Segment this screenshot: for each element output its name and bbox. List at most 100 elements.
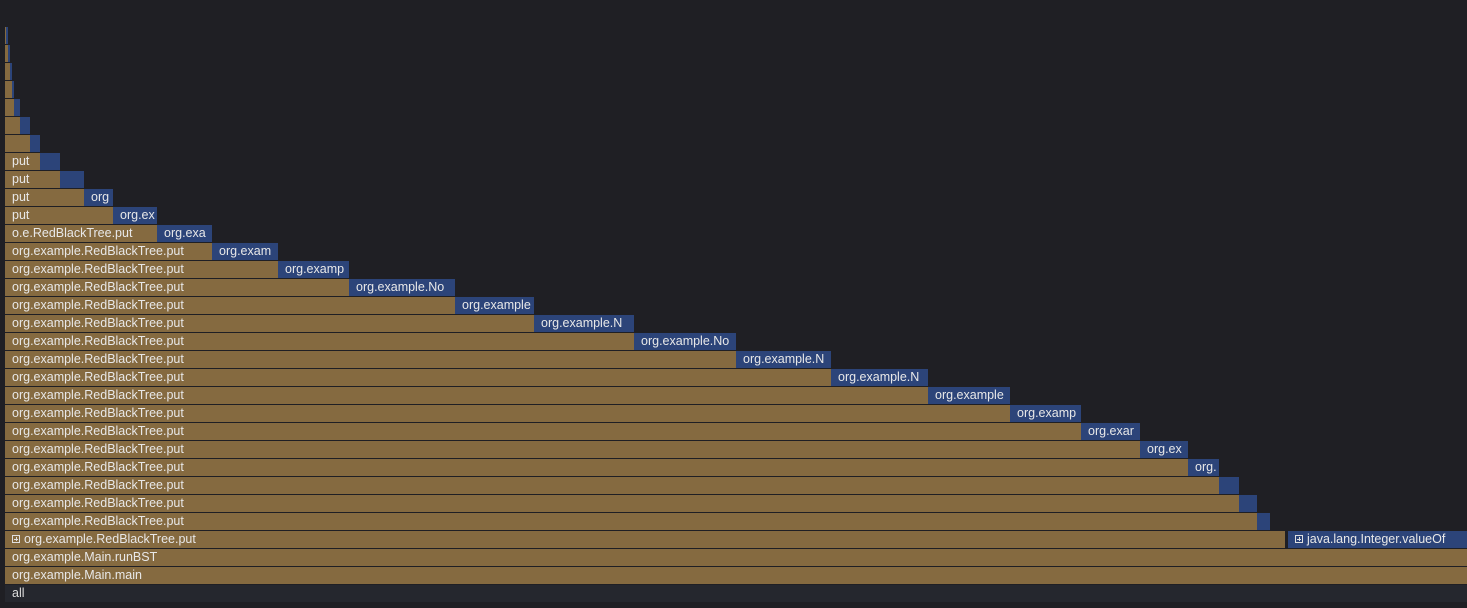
frame-redblacktree-put[interactable] — [5, 99, 14, 116]
frame-redblacktree-put[interactable]: org.example.RedBlackTree.put — [5, 369, 831, 386]
frame-node[interactable] — [10, 63, 12, 80]
frame-label: org.example — [462, 298, 531, 312]
frame-redblacktree-put[interactable]: put — [5, 207, 113, 224]
frame-node[interactable]: org.exa — [157, 225, 212, 242]
frame-redblacktree-put[interactable]: org.example.RedBlackTree.put — [5, 513, 1257, 530]
frame-node[interactable]: org.example.N — [534, 315, 634, 332]
frame-redblacktree-put[interactable] — [5, 45, 8, 62]
frame-label: org.example.RedBlackTree.put — [12, 334, 184, 348]
frame-label: org.example.N — [541, 316, 623, 330]
frame-redblacktree-put[interactable]: org.example.RedBlackTree.put — [5, 477, 1219, 494]
frame-node[interactable] — [1239, 495, 1257, 512]
frame-redblacktree-put[interactable]: org.example.RedBlackTree.put — [5, 387, 928, 404]
frame-label: org.example.RedBlackTree.put — [24, 532, 196, 546]
frame-node[interactable]: org.ex — [113, 207, 157, 224]
frame-label: org.exa — [164, 226, 206, 240]
frame-redblacktree-put[interactable]: org.example.RedBlackTree.put — [5, 495, 1239, 512]
frame-redblacktree-put[interactable]: org.example.RedBlackTree.put — [5, 459, 1188, 476]
frame-label: org.example.RedBlackTree.put — [12, 460, 184, 474]
frame-label: org — [91, 190, 110, 204]
frame-redblacktree-put[interactable]: org.example.RedBlackTree.put — [5, 531, 1285, 548]
frame-node[interactable] — [20, 117, 30, 134]
frame-node[interactable]: org.example.N — [736, 351, 831, 368]
frame-main-main[interactable]: org.example.Main.main — [5, 567, 1467, 584]
frame-node[interactable]: org.exam — [212, 243, 278, 260]
frame-label: org.examp — [1017, 406, 1077, 420]
frame-integer-valueof[interactable]: java.lang.Integer.valueOf — [1288, 531, 1467, 548]
frame-label: put — [12, 154, 30, 168]
frame-redblacktree-put[interactable]: org.example.RedBlackTree.put — [5, 261, 278, 278]
frame-label: put — [12, 172, 30, 186]
frame-node[interactable] — [8, 45, 10, 62]
frame-node[interactable] — [14, 99, 20, 116]
frame-redblacktree-put[interactable]: put — [5, 189, 84, 206]
frame-redblacktree-put[interactable]: org.example.RedBlackTree.put — [5, 423, 1081, 440]
frame-node[interactable] — [1219, 477, 1239, 494]
frame-label: org.example.RedBlackTree.put — [12, 406, 184, 420]
frame-label: org.example.N — [838, 370, 920, 384]
frame-redblacktree-put[interactable]: org.example.RedBlackTree.put — [5, 279, 349, 296]
frame-redblacktree-put[interactable] — [5, 81, 12, 98]
frame-node[interactable]: org.examp — [278, 261, 349, 278]
frame-node[interactable]: org.example.N — [831, 369, 928, 386]
frame-node[interactable]: org. — [1188, 459, 1219, 476]
frame-redblacktree-put[interactable]: o.e.RedBlackTree.put — [5, 225, 157, 242]
frame-label: org.example.RedBlackTree.put — [12, 244, 184, 258]
frame-redblacktree-put[interactable] — [5, 27, 6, 44]
frame-redblacktree-put[interactable] — [5, 135, 30, 152]
frame-label: org.example.RedBlackTree.put — [12, 514, 184, 528]
frame-redblacktree-put[interactable]: put — [5, 171, 60, 188]
frame-all[interactable]: all — [5, 585, 1467, 602]
frame-main-runbst[interactable]: org.example.Main.runBST — [5, 549, 1467, 566]
frame-node[interactable]: org.exar — [1081, 423, 1140, 440]
frame-node[interactable]: org.ex — [1140, 441, 1188, 458]
frame-redblacktree-put[interactable]: org.example.RedBlackTree.put — [5, 243, 212, 260]
expand-icon — [1295, 535, 1303, 543]
frame-redblacktree-put[interactable] — [5, 117, 20, 134]
frame-node[interactable]: org.example — [455, 297, 534, 314]
frame-label: org. — [1195, 460, 1217, 474]
frame-node[interactable] — [60, 171, 84, 188]
frame-label: org.examp — [285, 262, 345, 276]
frame-redblacktree-put[interactable]: org.example.RedBlackTree.put — [5, 297, 455, 314]
frame-redblacktree-put[interactable]: org.example.RedBlackTree.put — [5, 351, 736, 368]
frame-node[interactable]: org.examp — [1010, 405, 1081, 422]
frame-label: org.ex — [1147, 442, 1182, 456]
frame-node[interactable] — [40, 153, 60, 170]
frame-label: org.example.RedBlackTree.put — [12, 298, 184, 312]
frame-redblacktree-put[interactable]: org.example.RedBlackTree.put — [5, 405, 1010, 422]
frame-label: org.example.Main.main — [12, 568, 142, 582]
frame-label: org.example.RedBlackTree.put — [12, 424, 184, 438]
frame-label: org.example — [935, 388, 1004, 402]
frame-label: org.example.RedBlackTree.put — [12, 316, 184, 330]
frame-label: org.example.RedBlackTree.put — [12, 370, 184, 384]
frame-label: org.example.No — [641, 334, 730, 348]
frame-label: put — [12, 190, 30, 204]
frame-label: org.exam — [219, 244, 272, 258]
frame-label: java.lang.Integer.valueOf — [1307, 532, 1446, 546]
frame-redblacktree-put[interactable] — [5, 63, 10, 80]
frame-label: org.example.RedBlackTree.put — [12, 496, 184, 510]
frame-node[interactable] — [12, 81, 14, 98]
frame-label: o.e.RedBlackTree.put — [12, 226, 133, 240]
frame-label: org.example.RedBlackTree.put — [12, 442, 184, 456]
frame-node[interactable] — [6, 27, 8, 44]
frame-node[interactable]: org.example — [928, 387, 1010, 404]
frame-node[interactable]: org.example.No — [634, 333, 736, 350]
frame-redblacktree-put[interactable]: org.example.RedBlackTree.put — [5, 441, 1140, 458]
frame-label: put — [12, 208, 30, 222]
frame-node[interactable]: org.example.No — [349, 279, 455, 296]
frame-label: org.example.RedBlackTree.put — [12, 478, 184, 492]
frame-label: org.example.RedBlackTree.put — [12, 352, 184, 366]
frame-node[interactable]: org — [84, 189, 113, 206]
frame-label: org.ex — [120, 208, 155, 222]
frame-node[interactable] — [30, 135, 40, 152]
frame-redblacktree-put[interactable]: put — [5, 153, 40, 170]
frame-redblacktree-put[interactable]: org.example.RedBlackTree.put — [5, 333, 634, 350]
frame-redblacktree-put[interactable]: org.example.RedBlackTree.put — [5, 315, 534, 332]
frame-label: org.example.N — [743, 352, 825, 366]
frame-label: all — [12, 586, 25, 600]
frame-node[interactable] — [1257, 513, 1270, 530]
expand-icon — [12, 535, 20, 543]
